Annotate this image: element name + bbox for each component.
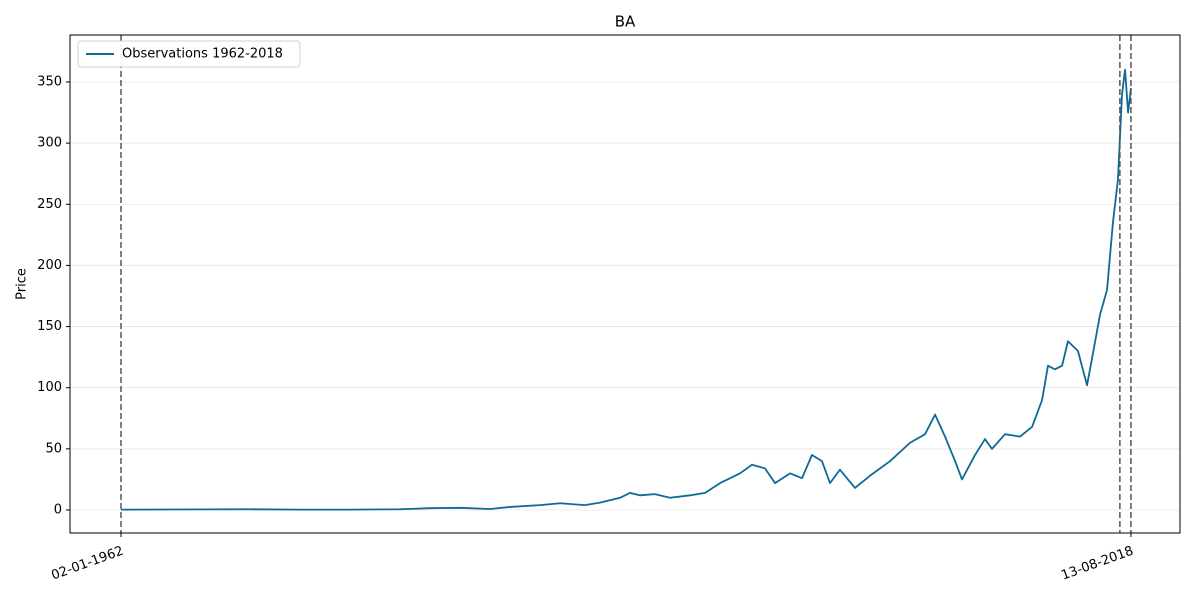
y-tick-label: 50 [45, 441, 62, 456]
chart-title: BA [615, 13, 636, 31]
y-tick-label: 0 [54, 503, 62, 518]
x-tick-label: 02-01-1962 [50, 544, 126, 584]
data-line [121, 68, 1132, 511]
y-tick-label: 150 [37, 319, 62, 334]
legend: Observations 1962-2018 [77, 40, 301, 68]
y-tick-label: 200 [37, 258, 62, 273]
y-tick-label: 350 [37, 74, 62, 89]
plot-frame [69, 34, 1181, 534]
legend-label: Observations 1962-2018 [122, 47, 283, 62]
y-tick-label: 100 [37, 380, 62, 395]
y-tick-label: 250 [37, 197, 62, 212]
legend-box [77, 40, 301, 68]
x-tick-label: 13-08-2018 [1059, 544, 1135, 584]
y-tick-label: 300 [37, 136, 62, 151]
y-axis-label: Price [15, 268, 30, 300]
